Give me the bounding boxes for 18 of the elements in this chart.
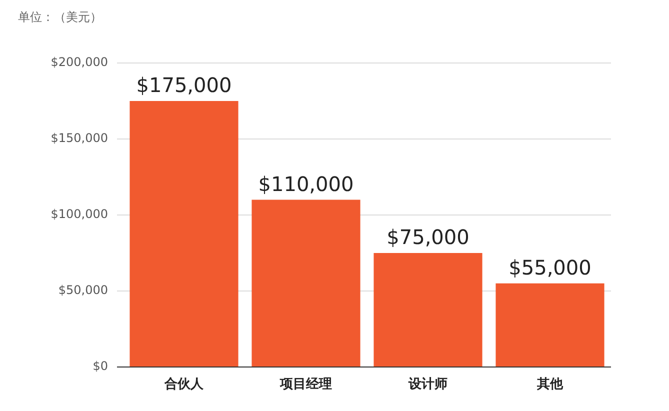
x-tick-label: 合伙人 <box>164 376 204 392</box>
y-tick-label: $0 <box>92 359 108 374</box>
data-label: $55,000 <box>508 256 592 280</box>
data-label: $110,000 <box>258 172 354 196</box>
y-tick-label: $150,000 <box>50 131 108 146</box>
bar <box>496 283 604 366</box>
data-label: $175,000 <box>136 73 232 98</box>
y-tick-label: $200,000 <box>50 55 108 70</box>
y-tick-label: $50,000 <box>58 283 108 298</box>
bar <box>130 101 238 366</box>
bar <box>252 200 360 366</box>
y-tick-label: $100,000 <box>50 207 108 222</box>
text: 单位：（美元） <box>18 9 102 26</box>
x-tick-label: 设计师 <box>408 377 448 392</box>
bar <box>374 253 482 366</box>
data-label: $75,000 <box>386 225 470 250</box>
x-tick-label: 其他 <box>536 377 564 392</box>
x-tick-label: 项目经理 <box>279 377 332 392</box>
